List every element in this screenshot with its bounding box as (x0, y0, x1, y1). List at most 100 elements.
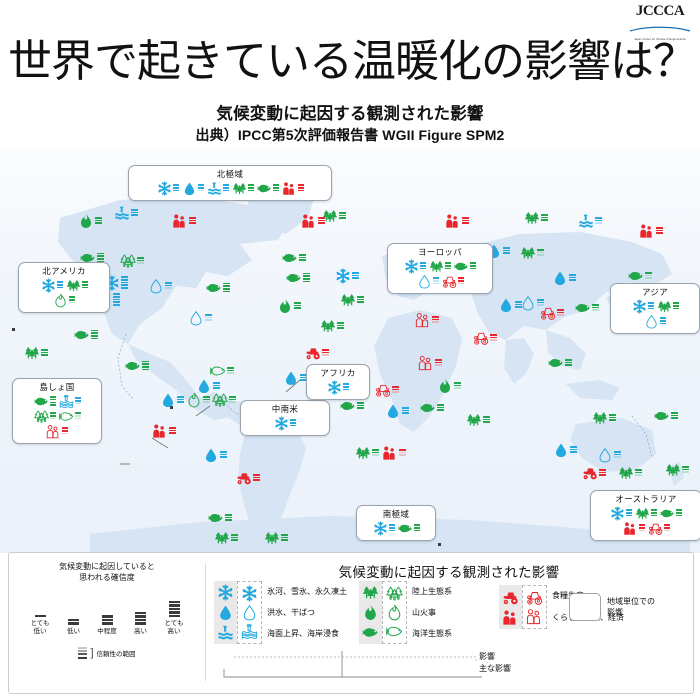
map-marker-tractor[interactable] (473, 330, 497, 346)
map-marker-tractor[interactable] (375, 382, 399, 398)
map-marker-forest[interactable] (524, 210, 548, 226)
region-impact-snowflake[interactable] (610, 506, 632, 521)
map-marker-sea-level[interactable] (578, 213, 602, 229)
map-marker-forest[interactable] (592, 410, 616, 426)
region-box-arctic[interactable]: 北極域 (128, 165, 332, 201)
map-marker-water-drop[interactable] (160, 392, 184, 408)
region-impact-snowflake[interactable] (274, 416, 296, 431)
map-marker-forest[interactable] (665, 462, 689, 478)
map-marker-forest[interactable] (322, 208, 346, 224)
map-marker-fish[interactable] (548, 355, 572, 371)
map-marker-forest[interactable] (355, 445, 379, 461)
map-marker-people[interactable] (415, 312, 439, 328)
map-marker-forest[interactable] (211, 392, 236, 408)
map-marker-fish[interactable] (282, 250, 306, 266)
map-marker-people[interactable] (418, 355, 442, 371)
region-impact-snowflake[interactable] (404, 259, 426, 274)
region-impact-people[interactable] (623, 521, 645, 536)
map-marker-wildfire[interactable] (186, 392, 210, 408)
map-marker-wildfire[interactable] (437, 378, 461, 394)
region-impact-tractor[interactable] (648, 521, 670, 536)
map-marker-water-drop[interactable] (385, 403, 409, 419)
map-marker-people[interactable] (301, 213, 325, 229)
map-marker-forest[interactable] (320, 318, 344, 334)
region-impact-fish[interactable] (34, 394, 56, 409)
map-marker-fish[interactable] (286, 270, 310, 286)
region-box-north-america[interactable]: 北アメリカ (18, 262, 110, 313)
map-marker-fish[interactable] (74, 327, 98, 343)
region-impact-snowflake[interactable] (632, 299, 654, 314)
region-box-europe[interactable]: ヨーロッパ (387, 243, 493, 294)
map-marker-water-drop[interactable] (188, 310, 212, 326)
region-impact-water-drop[interactable] (644, 314, 666, 329)
region-impact-snowflake[interactable] (373, 521, 395, 536)
map-marker-wildfire[interactable] (277, 298, 301, 314)
map-marker-water-drop[interactable] (597, 447, 621, 463)
map-marker-tractor[interactable] (582, 465, 606, 481)
map-marker-water-drop[interactable] (520, 295, 544, 311)
map-marker-water-drop[interactable] (552, 270, 576, 286)
map-marker-fish[interactable] (125, 358, 149, 374)
map-marker-fish[interactable] (420, 400, 444, 416)
map-marker-water-drop[interactable] (196, 378, 220, 394)
region-box-central-south-america[interactable]: 中南米 (240, 400, 330, 436)
region-impact-water-drop[interactable] (182, 181, 204, 196)
region-impact-sea-level[interactable] (59, 394, 81, 409)
map-marker-people[interactable] (172, 213, 196, 229)
region-impact-forest[interactable] (429, 259, 451, 274)
region-impact-snowflake[interactable] (157, 181, 179, 196)
map-marker-fish[interactable] (210, 363, 234, 379)
region-impact-forest[interactable] (635, 506, 657, 521)
region-impact-fish[interactable] (58, 409, 81, 424)
map-marker-fish[interactable] (206, 280, 230, 296)
map-marker-water-drop[interactable] (148, 278, 172, 294)
region-impact-tractor[interactable] (442, 274, 464, 289)
map-marker-forest[interactable] (618, 465, 642, 481)
map-marker-people[interactable] (152, 423, 176, 439)
map-marker-forest[interactable] (466, 412, 490, 428)
map-marker-forest[interactable] (24, 345, 48, 361)
map-marker-fish[interactable] (628, 268, 652, 284)
map-marker-water-drop[interactable] (283, 370, 307, 386)
region-box-africa[interactable]: アフリカ (306, 364, 370, 400)
region-box-australia[interactable]: オーストラリア (590, 490, 700, 541)
region-impact-snowflake[interactable] (327, 380, 349, 395)
region-impact-forest[interactable] (66, 278, 88, 293)
map-marker-forest[interactable] (520, 245, 544, 261)
region-impact-fish[interactable] (660, 506, 682, 521)
region-impact-forest[interactable] (232, 181, 254, 196)
region-box-small-islands[interactable]: 島しょ国 (12, 378, 102, 444)
map-marker-tractor[interactable] (540, 305, 564, 321)
region-impact-forest[interactable] (33, 409, 56, 424)
map-marker-fish[interactable] (654, 408, 678, 424)
map-marker-people[interactable] (382, 445, 406, 461)
region-impact-fish[interactable] (398, 521, 420, 536)
map-marker-water-drop[interactable] (553, 442, 577, 458)
region-impact-sea-level[interactable] (207, 181, 229, 196)
map-marker-forest[interactable] (340, 292, 364, 308)
region-impact-snowflake[interactable] (41, 278, 63, 293)
region-impact-people[interactable] (46, 424, 68, 439)
map-marker-fish[interactable] (340, 398, 364, 414)
region-impact-water-drop[interactable] (417, 274, 439, 289)
map-marker-water-drop[interactable] (203, 447, 227, 463)
map-marker-wildfire[interactable] (78, 213, 102, 229)
map-marker-tractor[interactable] (236, 470, 260, 486)
region-impact-people[interactable] (282, 181, 304, 196)
map-marker-people[interactable] (639, 223, 663, 239)
map-marker-fish[interactable] (208, 510, 232, 526)
region-impact-fish[interactable] (257, 181, 279, 196)
region-box-asia[interactable]: アジア (610, 283, 700, 334)
region-impact-wildfire[interactable] (53, 293, 75, 308)
region-impact-forest[interactable] (657, 299, 679, 314)
region-box-antarctic[interactable]: 南極域 (356, 505, 436, 541)
map-marker-snowflake[interactable] (335, 268, 359, 284)
map-marker-fish[interactable] (575, 300, 599, 316)
map-marker-forest[interactable] (264, 530, 288, 546)
map-marker-tractor[interactable] (305, 345, 329, 361)
map-marker-water-drop[interactable] (498, 297, 522, 313)
region-impact-fish[interactable] (454, 259, 476, 274)
map-marker-fish[interactable] (80, 250, 104, 266)
map-marker-sea-level[interactable] (114, 205, 138, 221)
map-marker-forest[interactable] (214, 530, 238, 546)
